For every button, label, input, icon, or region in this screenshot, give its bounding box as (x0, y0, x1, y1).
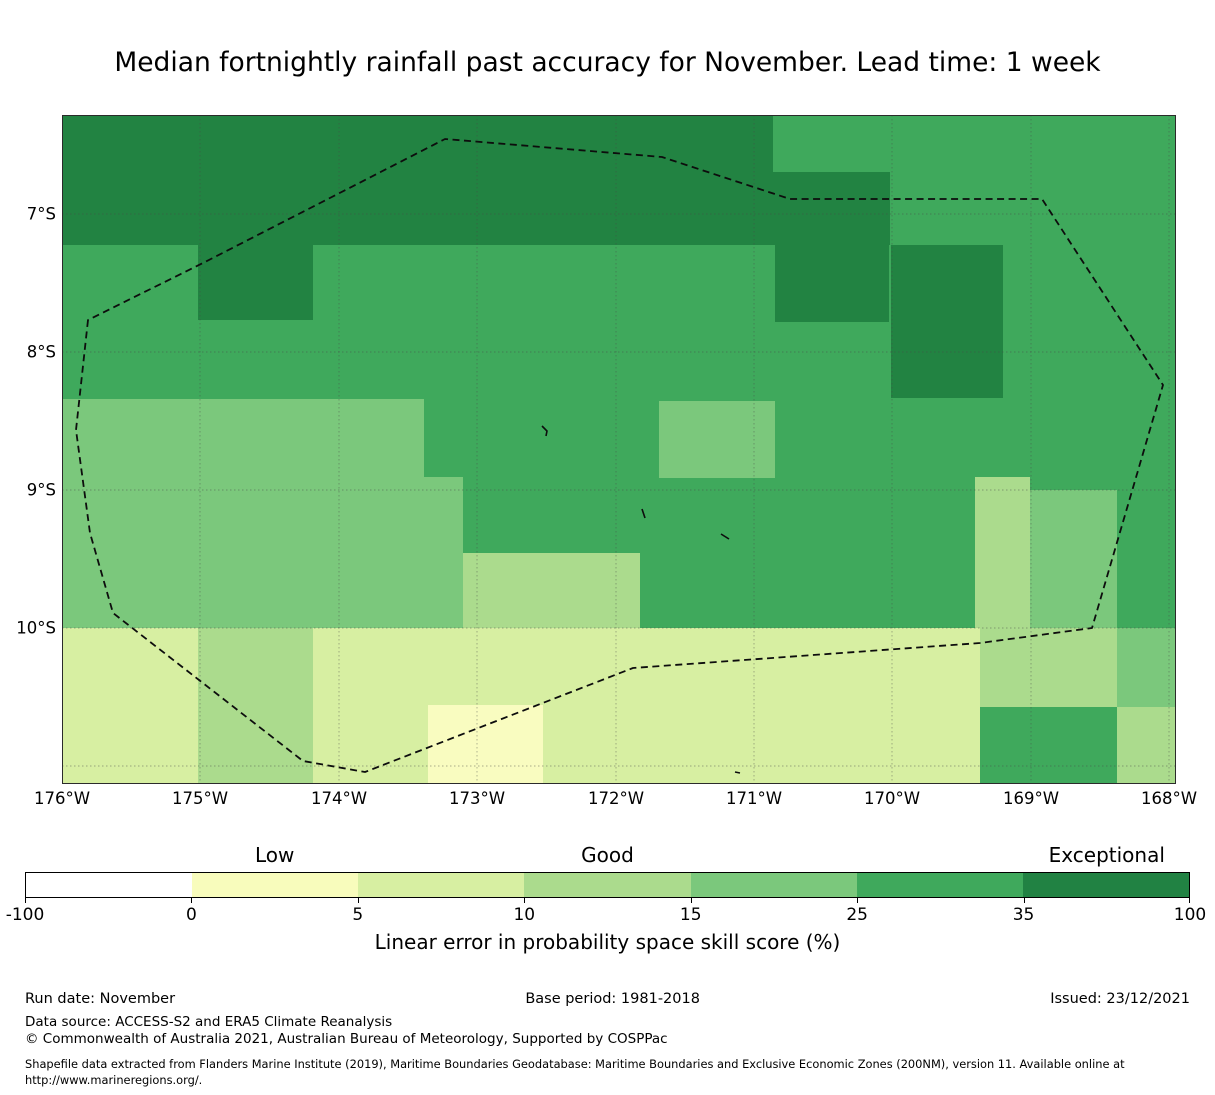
heatmap-cell (198, 628, 313, 784)
colorbar-bar (25, 872, 1190, 898)
x-tick-label: 168°W (1140, 789, 1198, 808)
colorbar-tick-mark (357, 898, 359, 903)
colorbar-tick-label: 15 (679, 905, 702, 925)
colorbar: Low Good Exceptional -100 0 5 10 15 25 35 100 (6, 843, 1207, 925)
issued-text: Issued: 23/12/2021 (1050, 991, 1190, 1007)
colorbar-tick-mark (690, 898, 692, 903)
colorbar-tick-mark (1189, 898, 1190, 903)
heatmap-cell (463, 553, 640, 628)
colorbar-tick-mark (524, 898, 526, 903)
colorbar-segment (358, 873, 525, 897)
colorbar-segment (524, 873, 691, 897)
shapefile-attribution-line1: Shapefile data extracted from Flanders M… (25, 1057, 1125, 1071)
island-mark (641, 508, 646, 519)
map-figure (62, 115, 1176, 784)
heatmap-cell (62, 628, 198, 784)
colorbar-tick-label: -100 (5, 905, 45, 925)
colorbar-tick-label: 25 (846, 905, 868, 925)
base-period-text: Base period: 1981-2018 (525, 991, 700, 1007)
island-mark (734, 771, 741, 774)
colorbar-category-label: Low (254, 843, 295, 867)
shapefile-attribution-line2: http://www.marineregions.org/. (25, 1073, 203, 1088)
x-tick-label: 169°W (1002, 789, 1060, 808)
figure-title: Median fortnightly rainfall past accurac… (114, 47, 1101, 78)
island-mark (720, 533, 730, 540)
colorbar-segment (26, 873, 193, 897)
colorbar-segment (1022, 873, 1189, 897)
x-tick-label: 172°W (587, 789, 645, 808)
x-tick-label: 175°W (171, 789, 229, 808)
colorbar-tick-label: 35 (1012, 905, 1035, 925)
colorbar-tick-mark (1023, 898, 1025, 903)
island-mark (541, 425, 548, 437)
data-source-text: Data source: ACCESS-S2 and ERA5 Climate … (25, 1014, 393, 1030)
colorbar-tick-mark (25, 898, 26, 903)
colorbar-tick-label: 10 (513, 905, 536, 925)
colorbar-segment (856, 873, 1023, 897)
heatmap-cell (1117, 707, 1176, 784)
colorbar-tick-mark (191, 898, 193, 903)
colorbar-segment (690, 873, 857, 897)
heatmap-cell (424, 477, 463, 630)
heatmap-cell (428, 705, 543, 784)
heatmap-cell (775, 245, 889, 322)
heatmap-cell (62, 115, 890, 245)
x-tick-label: 176°W (33, 789, 91, 808)
x-tick-label: 173°W (448, 789, 506, 808)
y-tick-label: 7°S (26, 204, 56, 224)
heatmap-cell (62, 399, 424, 630)
colorbar-axis-label: Linear error in probability space skill … (374, 930, 841, 954)
heatmap-cell (773, 115, 890, 172)
x-tick-label: 174°W (310, 789, 368, 808)
run-date-text: Run date: November (25, 991, 176, 1007)
colorbar-tick-label: 100 (1173, 905, 1207, 925)
colorbar-tick-mark (857, 898, 859, 903)
heatmap-cell (313, 628, 980, 784)
footer-row-1: Run date: November Base period: 1981-201… (25, 991, 1190, 1007)
colorbar-segment (192, 873, 359, 897)
heatmap-cell (198, 245, 313, 320)
eez-boundary-line (75, 138, 1164, 773)
colorbar-tick-label: 0 (186, 905, 197, 925)
colorbar-category-label: Good (581, 843, 634, 867)
x-tick-label: 171°W (725, 789, 783, 808)
y-tick-label: 9°S (26, 480, 56, 500)
heatmap-cell (659, 401, 775, 478)
heatmap-cell (980, 628, 1117, 707)
colorbar-category-label: Exceptional (1048, 843, 1165, 867)
heatmap-cell (975, 477, 1030, 628)
copyright-text: © Commonwealth of Australia 2021, Austra… (25, 1031, 668, 1047)
colorbar-tick-label: 5 (352, 905, 364, 925)
map-frame (62, 115, 1176, 784)
x-tick-label: 170°W (863, 789, 921, 808)
y-tick-label: 10°S (16, 618, 56, 638)
heatmap-cell (891, 245, 1003, 398)
heatmap-cell (1117, 628, 1176, 707)
heatmap-cell (1027, 490, 1117, 628)
y-tick-label: 8°S (26, 342, 56, 362)
shapefile-attribution: Shapefile data extracted from Flanders M… (25, 1056, 1193, 1089)
